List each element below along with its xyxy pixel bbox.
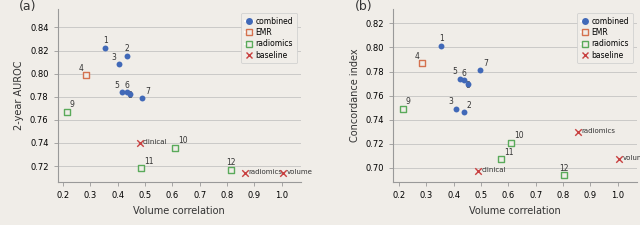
- Text: radiomics: radiomics: [248, 169, 282, 175]
- Text: 6: 6: [124, 81, 129, 90]
- Point: [451, 107, 461, 111]
- Point: [81, 73, 92, 77]
- Point: [137, 96, 147, 100]
- Text: 7: 7: [483, 59, 488, 68]
- Point: [454, 77, 465, 81]
- Point: [122, 90, 132, 94]
- Text: 8: 8: [128, 91, 132, 100]
- Point: [398, 107, 408, 111]
- Point: [459, 78, 469, 82]
- Text: radiomics: radiomics: [581, 128, 615, 133]
- Y-axis label: 2-year AUROC: 2-year AUROC: [14, 61, 24, 130]
- Text: 2: 2: [467, 101, 472, 110]
- Point: [170, 146, 180, 149]
- X-axis label: Volume correlation: Volume correlation: [469, 206, 561, 216]
- Point: [100, 47, 111, 50]
- Point: [506, 141, 516, 144]
- Text: 1: 1: [103, 36, 108, 45]
- Text: 11: 11: [144, 157, 153, 166]
- Point: [417, 61, 428, 65]
- Point: [116, 90, 127, 94]
- Text: 7: 7: [145, 87, 150, 96]
- Point: [475, 69, 485, 72]
- Point: [463, 82, 473, 86]
- Text: 3: 3: [448, 97, 453, 106]
- Text: volume: volume: [622, 155, 640, 161]
- Text: 5: 5: [115, 81, 119, 90]
- Point: [614, 158, 624, 161]
- Point: [436, 45, 447, 48]
- Point: [573, 130, 583, 133]
- Text: clinical: clinical: [143, 139, 168, 145]
- Point: [125, 93, 135, 96]
- Legend: combined, EMR, radiomics, baseline: combined, EMR, radiomics, baseline: [577, 13, 633, 63]
- Text: 12: 12: [227, 158, 236, 167]
- Point: [459, 111, 469, 114]
- Text: 2: 2: [125, 44, 130, 53]
- Point: [134, 141, 145, 145]
- Text: 9: 9: [406, 97, 411, 106]
- Point: [136, 166, 146, 170]
- Text: 1: 1: [439, 34, 444, 43]
- Point: [559, 173, 570, 177]
- Text: 4: 4: [415, 52, 419, 61]
- Text: 10: 10: [514, 131, 524, 140]
- Point: [497, 158, 507, 161]
- Point: [114, 63, 124, 66]
- Point: [240, 171, 250, 175]
- Point: [473, 170, 483, 173]
- Text: (b): (b): [355, 0, 372, 13]
- Text: (a): (a): [19, 0, 36, 13]
- Point: [62, 110, 72, 114]
- Y-axis label: Concordance index: Concordance index: [350, 49, 360, 142]
- Text: 3: 3: [111, 53, 116, 62]
- Text: 8: 8: [465, 81, 470, 90]
- Legend: combined, EMR, radiomics, baseline: combined, EMR, radiomics, baseline: [241, 13, 297, 63]
- Point: [122, 54, 132, 58]
- Text: 12: 12: [559, 164, 569, 173]
- Text: 9: 9: [70, 101, 75, 110]
- Text: 4: 4: [79, 63, 84, 72]
- X-axis label: Volume correlation: Volume correlation: [133, 206, 225, 216]
- Text: 11: 11: [504, 148, 514, 157]
- Text: clinical: clinical: [481, 167, 506, 173]
- Text: 10: 10: [178, 136, 188, 145]
- Point: [226, 168, 236, 171]
- Text: 5: 5: [452, 67, 457, 76]
- Point: [278, 171, 288, 175]
- Text: 6: 6: [461, 69, 467, 78]
- Text: volume: volume: [287, 169, 312, 175]
